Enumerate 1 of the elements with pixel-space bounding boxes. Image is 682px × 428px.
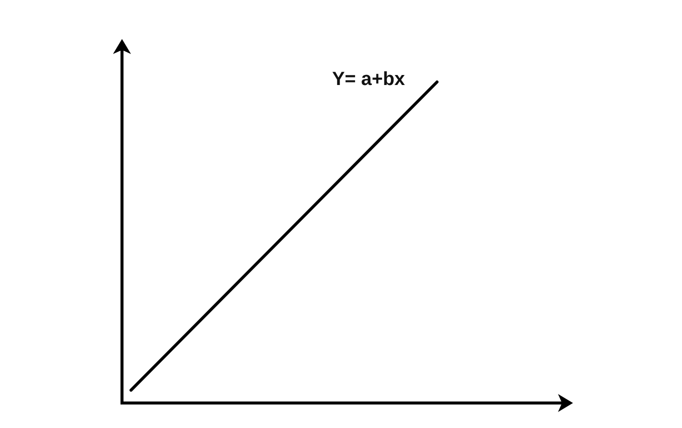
series-label: Y= a+bx [332,69,406,90]
